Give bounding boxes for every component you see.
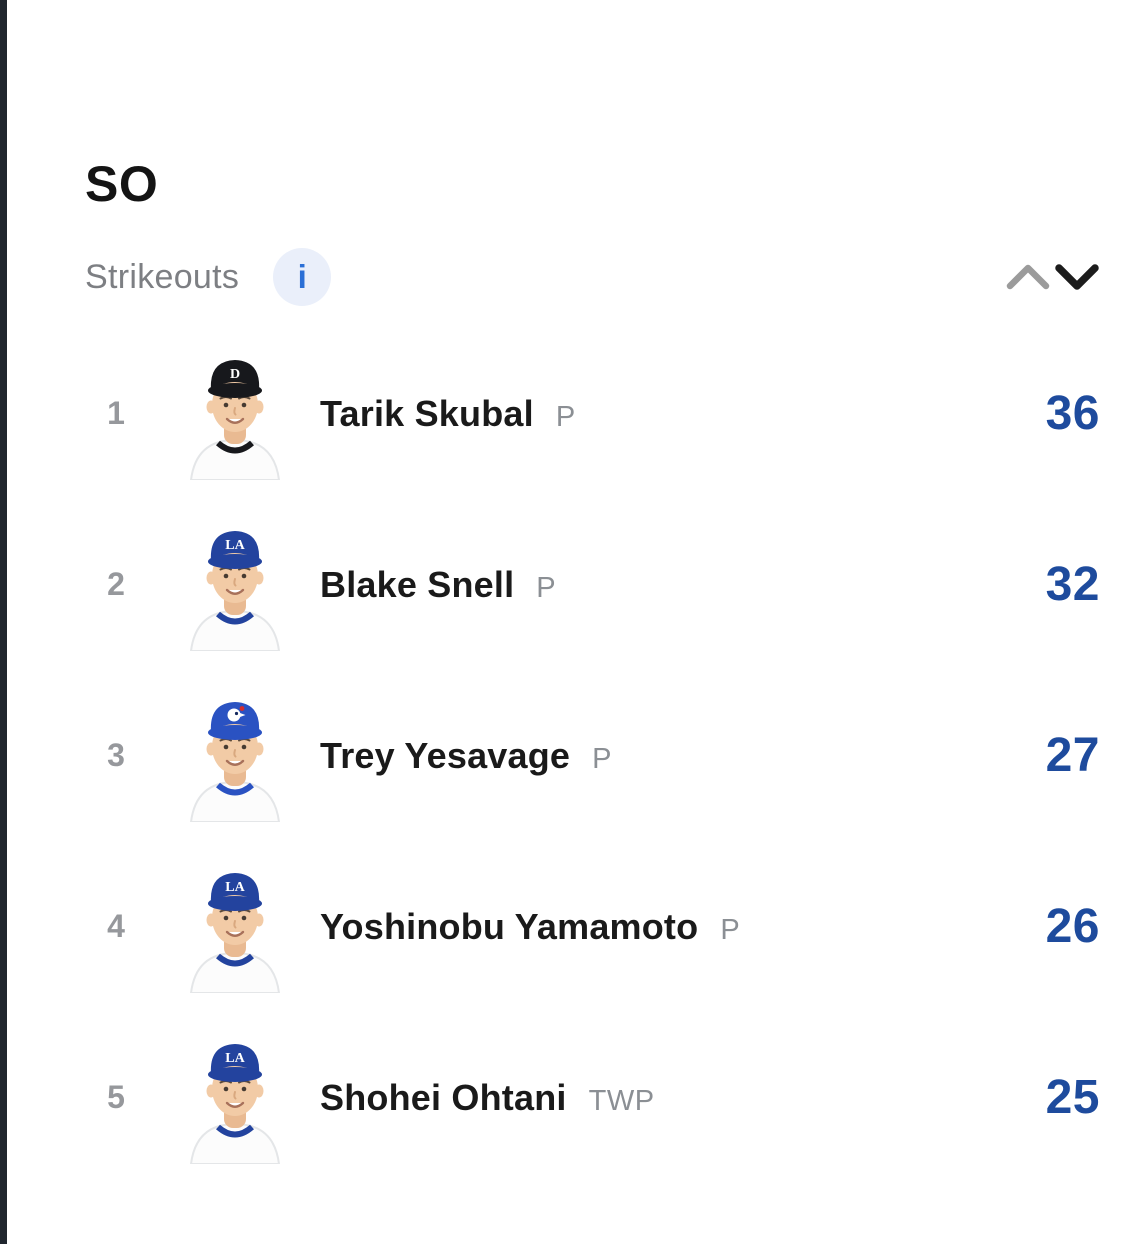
leader-row[interactable]: 1 D	[85, 328, 1100, 499]
player-headshot-graphic: LA	[189, 872, 281, 993]
player-position: P	[555, 400, 576, 433]
rank-label: 2	[107, 566, 125, 602]
player-name[interactable]: Shohei Ohtani	[320, 1076, 567, 1118]
player-headshot-graphic: LA	[189, 530, 281, 651]
svg-text:D: D	[230, 367, 240, 382]
chevron-up-icon[interactable]	[1005, 261, 1051, 293]
leader-row[interactable]: 2 LA	[85, 499, 1100, 670]
rank-label: 3	[107, 737, 125, 773]
stat-value: 26	[1045, 900, 1100, 953]
player-name[interactable]: Yoshinobu Yamamoto	[320, 905, 699, 947]
player-headshot: LA	[185, 519, 285, 651]
stat-abbrev-title: SO	[85, 156, 159, 212]
info-icon[interactable]: i	[273, 248, 332, 306]
info-icon-glyph: i	[297, 257, 307, 295]
stat-value: 32	[1045, 558, 1100, 611]
player-name-group: Shohei Ohtani TWP	[320, 1077, 655, 1119]
stat-name-label: Strikeouts	[85, 257, 240, 296]
player-headshot-graphic	[189, 701, 281, 822]
leaders-list: 1 D	[85, 328, 1100, 1183]
player-headshot-graphic: D	[189, 359, 281, 480]
stat-value: 27	[1045, 729, 1100, 782]
player-position: P	[536, 571, 557, 604]
player-name-group: Blake Snell P	[320, 564, 556, 606]
player-headshot	[185, 690, 285, 822]
blue-jay-logo	[227, 705, 246, 721]
player-headshot-graphic: LA	[189, 1043, 281, 1164]
rank-label: 5	[107, 1079, 125, 1115]
rank-label: 1	[107, 395, 125, 431]
stat-subheader: Strikeouts i	[85, 248, 1100, 306]
player-headshot: LA	[185, 1032, 285, 1164]
player-headshot: D	[185, 348, 285, 480]
player-name[interactable]: Trey Yesavage	[320, 734, 571, 776]
player-name-group: Tarik Skubal P	[320, 393, 576, 435]
stat-value: 25	[1045, 1071, 1100, 1124]
chevron-down-icon[interactable]	[1054, 261, 1100, 293]
leader-row[interactable]: 3	[85, 670, 1100, 841]
leader-row[interactable]: 5 LA	[85, 1012, 1100, 1183]
player-headshot: LA	[185, 861, 285, 993]
player-name[interactable]: Blake Snell	[320, 563, 515, 605]
player-position: TWP	[588, 1084, 655, 1117]
player-position: P	[592, 742, 612, 775]
stat-value: 36	[1045, 387, 1100, 440]
svg-text:LA: LA	[225, 880, 245, 895]
player-name-group: Yoshinobu Yamamoto P	[320, 906, 740, 948]
svg-text:LA: LA	[225, 1051, 245, 1066]
svg-text:LA: LA	[225, 538, 245, 553]
leader-row[interactable]: 4 LA	[85, 841, 1100, 1012]
rank-label: 4	[107, 908, 125, 944]
sort-controls	[1005, 261, 1100, 293]
left-edge-bar	[0, 0, 7, 1244]
player-name[interactable]: Tarik Skubal	[320, 392, 534, 434]
player-position: P	[720, 913, 741, 946]
player-name-group: Trey Yesavage P	[320, 735, 612, 777]
